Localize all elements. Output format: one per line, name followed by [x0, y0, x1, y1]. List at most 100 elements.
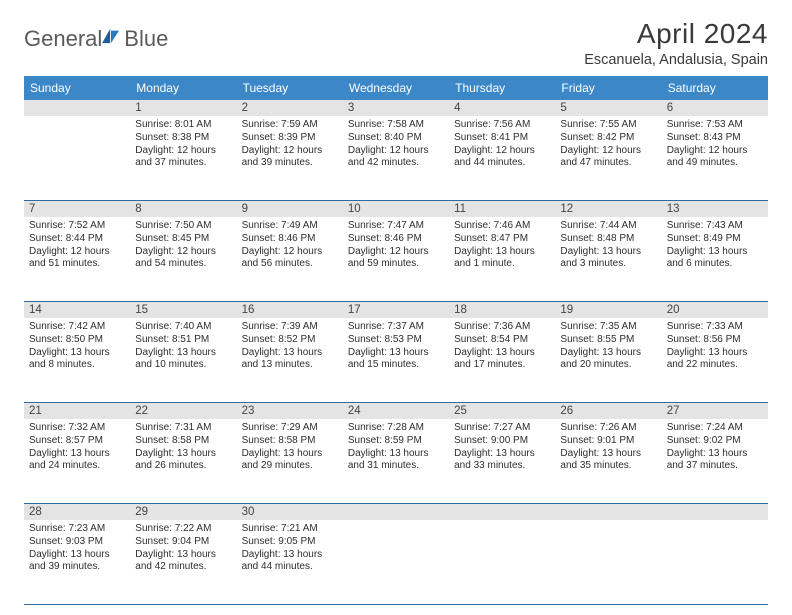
week-row: Sunrise: 7:52 AMSunset: 8:44 PM Daylight:…	[24, 217, 768, 302]
daynum-row: 78910111213	[24, 201, 768, 217]
daylight-line-1: Daylight: 13 hours	[348, 448, 444, 461]
daylight-line-2: and 42 minutes.	[135, 561, 231, 574]
day-cell: Sunrise: 7:42 AMSunset: 8:50 PMDaylight:…	[24, 318, 130, 402]
sunset-line: Sunset: 8:46 PM	[242, 233, 338, 246]
sunrise-line: Sunrise: 7:36 AM	[454, 321, 550, 334]
sunset-line: Sunset: 9:04 PM	[135, 536, 231, 549]
day-cell: Sunrise: 7:28 AMSunset: 8:59 PMDaylight:…	[343, 419, 449, 503]
day-cell: Sunrise: 7:29 AMSunset: 8:58 PMDaylight:…	[237, 419, 343, 503]
sunrise-line: Sunrise: 7:53 AM	[667, 119, 763, 132]
daynum-row: 21222324252627	[24, 403, 768, 419]
sunset-line: Sunset: 8:43 PM	[667, 132, 763, 145]
day-cell: Sunrise: 7:21 AMSunset: 9:05 PMDaylight:…	[237, 520, 343, 604]
calendar: SundayMondayTuesdayWednesdayThursdayFrid…	[24, 76, 768, 605]
daylight-line-2: and 59 minutes.	[348, 258, 444, 271]
weekday-header: Monday	[130, 76, 236, 100]
day-cell: Sunrise: 7:35 AMSunset: 8:55 PMDaylight:…	[555, 318, 661, 402]
day-number: 1	[130, 100, 236, 116]
daylight-line-1: Daylight: 13 hours	[454, 246, 550, 259]
sunset-line: Sunset: 9:01 PM	[560, 435, 656, 448]
sunset-line: Sunset: 8:56 PM	[667, 334, 763, 347]
day-number: 17	[343, 302, 449, 318]
sunset-line: Sunset: 8:51 PM	[135, 334, 231, 347]
day-cell: Sunrise: 7:33 AMSunset: 8:56 PMDaylight:…	[662, 318, 768, 402]
day-cell: Sunrise: 7:52 AMSunset: 8:44 PMDaylight:…	[24, 217, 130, 301]
daylight-line-2: and 51 minutes.	[29, 258, 125, 271]
daylight-line-2: and 20 minutes.	[560, 359, 656, 372]
sunset-line: Sunset: 8:52 PM	[242, 334, 338, 347]
daylight-line-1: Daylight: 13 hours	[667, 246, 763, 259]
daylight-line-1: Daylight: 13 hours	[242, 347, 338, 360]
daylight-line-2: and 37 minutes.	[135, 157, 231, 170]
day-number: 29	[130, 504, 236, 520]
logo-text-1: General	[24, 26, 102, 52]
sunset-line: Sunset: 8:47 PM	[454, 233, 550, 246]
daylight-line-2: and 47 minutes.	[560, 157, 656, 170]
day-cell: Sunrise: 7:46 AMSunset: 8:47 PMDaylight:…	[449, 217, 555, 301]
daylight-line-2: and 35 minutes.	[560, 460, 656, 473]
sunrise-line: Sunrise: 7:59 AM	[242, 119, 338, 132]
sunset-line: Sunset: 8:50 PM	[29, 334, 125, 347]
daynum-row: .123456	[24, 100, 768, 116]
sunset-line: Sunset: 8:58 PM	[242, 435, 338, 448]
sunrise-line: Sunrise: 7:39 AM	[242, 321, 338, 334]
day-number: 2	[237, 100, 343, 116]
daynum-row: 282930....	[24, 504, 768, 520]
weekday-header: Wednesday	[343, 76, 449, 100]
daynum-row: 14151617181920	[24, 302, 768, 318]
day-number: 11	[449, 201, 555, 217]
sunset-line: Sunset: 8:38 PM	[135, 132, 231, 145]
sunset-line: Sunset: 8:45 PM	[135, 233, 231, 246]
daylight-line-2: and 49 minutes.	[667, 157, 763, 170]
day-number: 16	[237, 302, 343, 318]
daylight-line-1: Daylight: 13 hours	[454, 347, 550, 360]
daylight-line-1: Daylight: 12 hours	[560, 145, 656, 158]
daylight-line-2: and 37 minutes.	[667, 460, 763, 473]
sunset-line: Sunset: 8:41 PM	[454, 132, 550, 145]
day-cell	[449, 520, 555, 604]
sunset-line: Sunset: 8:59 PM	[348, 435, 444, 448]
sunset-line: Sunset: 8:55 PM	[560, 334, 656, 347]
daylight-line-1: Daylight: 13 hours	[454, 448, 550, 461]
day-number: 26	[555, 403, 661, 419]
sunset-line: Sunset: 8:42 PM	[560, 132, 656, 145]
day-number: 5	[555, 100, 661, 116]
sunrise-line: Sunrise: 7:52 AM	[29, 220, 125, 233]
header: General Blue April 2024 Escanuela, Andal…	[24, 18, 768, 68]
daylight-line-2: and 31 minutes.	[348, 460, 444, 473]
sunset-line: Sunset: 8:48 PM	[560, 233, 656, 246]
daylight-line-2: and 33 minutes.	[454, 460, 550, 473]
daylight-line-1: Daylight: 13 hours	[667, 448, 763, 461]
daylight-line-1: Daylight: 13 hours	[242, 448, 338, 461]
daylight-line-1: Daylight: 13 hours	[29, 347, 125, 360]
day-number: 28	[24, 504, 130, 520]
daylight-line-1: Daylight: 13 hours	[348, 347, 444, 360]
daylight-line-1: Daylight: 13 hours	[135, 448, 231, 461]
daylight-line-1: Daylight: 12 hours	[242, 145, 338, 158]
daylight-line-2: and 39 minutes.	[242, 157, 338, 170]
daylight-line-2: and 13 minutes.	[242, 359, 338, 372]
day-number: 27	[662, 403, 768, 419]
sunset-line: Sunset: 8:44 PM	[29, 233, 125, 246]
day-cell: Sunrise: 7:56 AMSunset: 8:41 PMDaylight:…	[449, 116, 555, 200]
weekday-header-row: SundayMondayTuesdayWednesdayThursdayFrid…	[24, 76, 768, 100]
day-cell: Sunrise: 7:44 AMSunset: 8:48 PMDaylight:…	[555, 217, 661, 301]
daylight-line-2: and 44 minutes.	[454, 157, 550, 170]
day-cell: Sunrise: 7:47 AMSunset: 8:46 PMDaylight:…	[343, 217, 449, 301]
daylight-line-1: Daylight: 12 hours	[667, 145, 763, 158]
day-number: 23	[237, 403, 343, 419]
daylight-line-2: and 24 minutes.	[29, 460, 125, 473]
day-cell	[24, 116, 130, 200]
sunset-line: Sunset: 8:39 PM	[242, 132, 338, 145]
day-number: .	[449, 504, 555, 520]
sunset-line: Sunset: 8:58 PM	[135, 435, 231, 448]
day-number: 22	[130, 403, 236, 419]
weekday-header: Friday	[555, 76, 661, 100]
day-cell: Sunrise: 7:50 AMSunset: 8:45 PMDaylight:…	[130, 217, 236, 301]
day-number: 10	[343, 201, 449, 217]
daylight-line-2: and 6 minutes.	[667, 258, 763, 271]
sunrise-line: Sunrise: 7:55 AM	[560, 119, 656, 132]
sunrise-line: Sunrise: 7:37 AM	[348, 321, 444, 334]
weekday-header: Tuesday	[237, 76, 343, 100]
day-cell: Sunrise: 7:32 AMSunset: 8:57 PMDaylight:…	[24, 419, 130, 503]
